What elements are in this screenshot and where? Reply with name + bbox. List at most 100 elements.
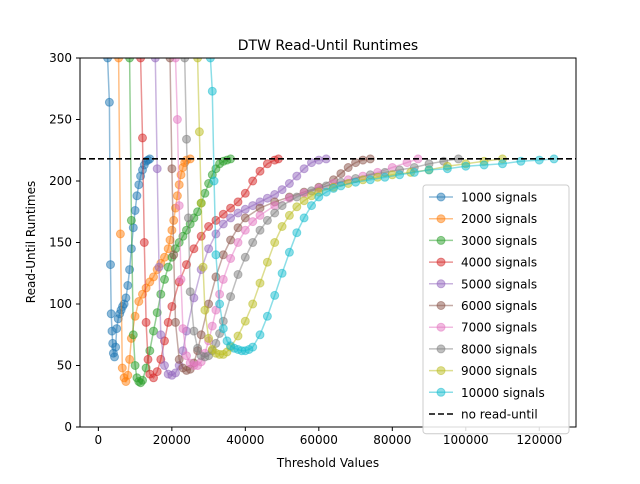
data-point [130, 206, 140, 215]
data-point [270, 190, 280, 199]
data-point [112, 324, 122, 334]
data-point [196, 330, 206, 340]
data-point [351, 177, 361, 187]
data-point [233, 208, 243, 218]
series-6 [165, 58, 375, 375]
data-point [123, 370, 133, 380]
data-point [255, 210, 265, 220]
legend-label: 7000 signals [461, 321, 537, 335]
y-tick-label: 100 [49, 297, 72, 311]
legend-label: 4000 signals [461, 256, 537, 270]
series-line [169, 58, 371, 372]
data-point [461, 161, 471, 171]
data-point [255, 166, 265, 176]
data-point [196, 231, 206, 241]
x-tick-label: 40000 [226, 433, 264, 447]
data-point [277, 201, 287, 211]
data-point [138, 133, 147, 143]
data-point [196, 198, 206, 208]
data-point [163, 262, 173, 272]
data-point [149, 326, 158, 336]
series-line [183, 58, 459, 358]
series-10 [205, 58, 559, 356]
x-tick-label: 0 [95, 433, 103, 447]
data-point [262, 257, 272, 267]
data-point [240, 316, 250, 326]
data-point [141, 317, 151, 327]
data-point [292, 192, 302, 202]
x-tick-label: 120000 [516, 433, 562, 447]
series-2 [114, 58, 195, 386]
data-point [248, 201, 258, 211]
data-point [156, 330, 166, 340]
data-point [171, 58, 180, 63]
data-point [123, 281, 133, 290]
data-point [395, 170, 405, 180]
y-tick-label: 50 [57, 359, 72, 373]
series-8 [180, 58, 463, 362]
y-tick-label: 300 [49, 51, 72, 65]
data-point [314, 192, 324, 202]
data-point [292, 202, 302, 212]
legend-label: 9000 signals [461, 364, 537, 378]
data-point [104, 97, 114, 107]
series-7 [171, 58, 423, 370]
legend-entry: 10000 signals [429, 386, 545, 400]
data-point [154, 262, 164, 272]
legend-label: 2000 signals [461, 212, 537, 226]
legend-label: no read-until [461, 408, 538, 422]
data-point [215, 299, 225, 309]
data-point [442, 164, 452, 174]
data-point [402, 158, 412, 168]
data-point [262, 159, 272, 169]
data-point [128, 330, 138, 340]
data-point [117, 363, 127, 373]
data-point [132, 191, 142, 201]
data-point [321, 187, 331, 197]
data-point [138, 375, 147, 385]
data-point [262, 311, 272, 321]
data-point [284, 210, 294, 220]
data-point [103, 58, 113, 63]
data-point [233, 223, 243, 233]
data-point [270, 290, 280, 300]
data-point [207, 86, 217, 96]
y-tick-label: 150 [49, 236, 72, 250]
legend-entry: 6000 signals [429, 299, 537, 313]
data-point [160, 274, 169, 284]
data-point [189, 326, 199, 336]
data-point [167, 225, 177, 235]
data-point [106, 260, 115, 270]
data-point [233, 238, 243, 247]
data-point [226, 292, 236, 302]
data-point [160, 361, 169, 370]
data-point [479, 160, 489, 170]
data-point [248, 342, 258, 352]
data-point [134, 180, 144, 190]
x-tick-label: 60000 [300, 433, 338, 447]
data-point [336, 181, 346, 191]
data-point [226, 254, 236, 263]
legend-entry: 4000 signals [429, 256, 537, 270]
data-point [226, 235, 236, 245]
data-point [240, 204, 250, 214]
y-tick-label: 200 [49, 174, 72, 188]
legend: 1000 signals 2000 signals 3000 signals 4000… [422, 184, 570, 435]
data-point [270, 208, 280, 218]
data-point [149, 272, 158, 282]
data-point [171, 317, 180, 327]
data-point [110, 352, 119, 362]
data-point [255, 225, 265, 235]
data-point [248, 176, 258, 186]
data-point [343, 163, 353, 172]
legend-label: 8000 signals [461, 342, 537, 356]
data-point [106, 309, 116, 319]
data-point [351, 158, 361, 168]
series-layer [103, 58, 559, 388]
data-point [194, 127, 204, 137]
legend-label: 5000 signals [461, 277, 537, 291]
data-point [218, 274, 228, 284]
data-point [380, 172, 390, 182]
legend-box [422, 184, 570, 435]
